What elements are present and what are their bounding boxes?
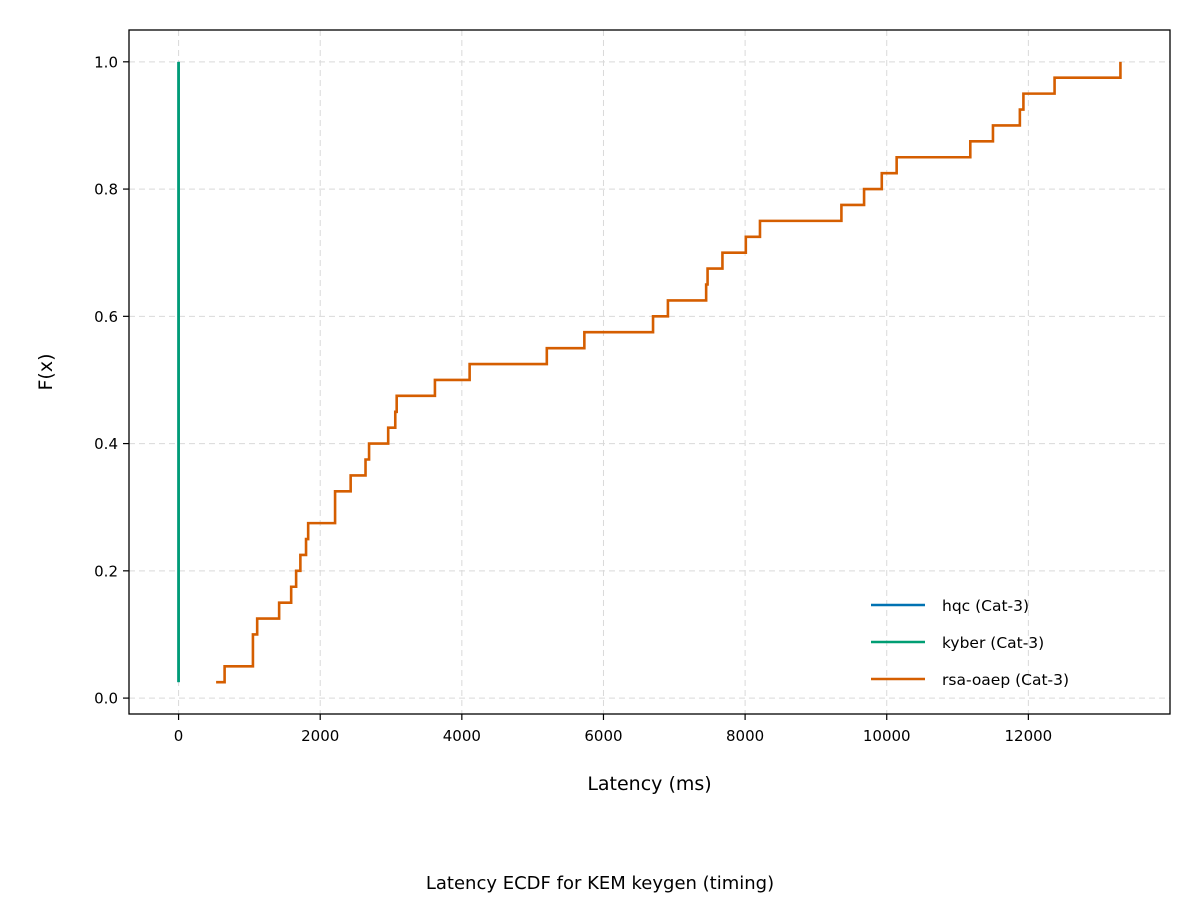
legend: hqc (Cat-3) kyber (Cat-3) rsa-oaep (Cat-3) [871,597,1069,689]
x-tick-label: 8000 [726,727,764,745]
y-axis-title: F(x) [35,354,57,391]
series-line-2 [216,61,1122,684]
legend-label-2: rsa-oaep (Cat-3) [942,671,1069,689]
x-tick-label: 4000 [443,727,481,745]
y-tick-label: 0.8 [94,181,118,199]
y-tick-label: 0.4 [94,435,118,453]
x-axis-ticks: 0 2000 4000 6000 8000 10000 12000 [174,714,1052,745]
y-tick-label: 0.2 [94,562,118,580]
chart-caption: Latency ECDF for KEM keygen (timing) [426,873,774,894]
y-tick-label: 0.6 [94,308,118,326]
series-lines [177,61,1122,684]
x-axis-title: Latency (ms) [587,773,711,795]
x-tick-label: 12000 [1005,727,1053,745]
x-tick-label: 0 [174,727,184,745]
x-tick-label: 2000 [301,727,339,745]
y-axis-ticks: 0.0 0.2 0.4 0.6 0.8 1.0 [94,53,129,708]
grid [129,30,1170,714]
y-tick-label: 1.0 [94,53,118,71]
y-tick-label: 0.0 [94,690,118,708]
legend-label-0: hqc (Cat-3) [942,597,1029,615]
plot-frame [128,29,1171,715]
x-tick-label: 6000 [584,727,622,745]
x-tick-label: 10000 [863,727,911,745]
legend-label-1: kyber (Cat-3) [942,634,1044,652]
